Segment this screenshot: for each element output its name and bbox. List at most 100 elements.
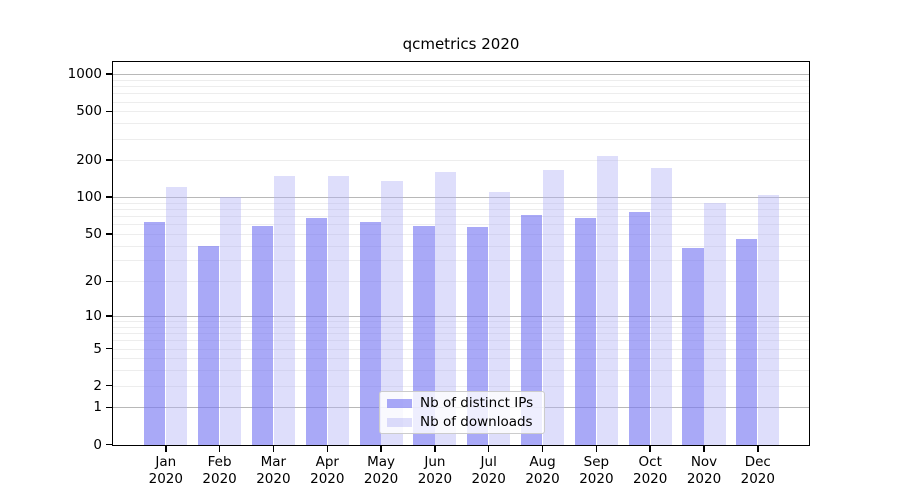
bar-feb-nb-of-downloads bbox=[219, 197, 242, 446]
x-tick-label-jan: Jan 2020 bbox=[148, 454, 183, 487]
y-minor-gridline bbox=[112, 340, 810, 342]
plot-area bbox=[112, 61, 810, 446]
y-minor-gridline bbox=[112, 224, 810, 226]
legend: Nb of distinct IPs Nb of downloads bbox=[379, 391, 545, 434]
x-tick-label-jul: Jul 2020 bbox=[471, 454, 506, 487]
bar-dec-nb-of-distinct-ips bbox=[736, 239, 758, 446]
y-tick-mark bbox=[106, 73, 112, 75]
y-minor-gridline bbox=[112, 216, 810, 217]
bar-jan-nb-of-distinct-ips bbox=[144, 222, 166, 446]
x-tick-label-nov: Nov 2020 bbox=[686, 454, 722, 487]
y-minor-gridline bbox=[112, 326, 810, 328]
y-minor-gridline bbox=[112, 93, 810, 95]
legend-swatch-distinct-ips bbox=[387, 398, 412, 408]
y-minor-gridline bbox=[112, 202, 810, 204]
y-tick-label-50: 50 bbox=[84, 225, 102, 242]
x-tick-label-feb: Feb 2020 bbox=[202, 454, 237, 487]
bar-aug-nb-of-downloads bbox=[542, 170, 565, 446]
y-minor-gridline bbox=[112, 138, 810, 140]
legend-row-distinct-ips: Nb of distinct IPs bbox=[387, 395, 544, 411]
legend-label-distinct-ips: Nb of distinct IPs bbox=[420, 395, 534, 411]
y-tick-label-1000: 1000 bbox=[67, 66, 102, 83]
y-minor-gridline bbox=[112, 86, 810, 88]
y-tick-label-500: 500 bbox=[76, 103, 102, 120]
bar-mar-nb-of-downloads bbox=[273, 175, 295, 446]
y-tick-mark bbox=[106, 159, 112, 161]
y-minor-gridline bbox=[112, 79, 810, 81]
bar-oct-nb-of-distinct-ips bbox=[628, 212, 650, 446]
bar-jan-nb-of-downloads bbox=[166, 187, 188, 446]
bar-nov-nb-of-downloads bbox=[704, 202, 726, 446]
y-tick-mark bbox=[106, 196, 112, 198]
y-minor-gridline bbox=[112, 348, 810, 350]
x-tick-mark bbox=[218, 446, 221, 452]
y-minor-gridline bbox=[112, 370, 810, 372]
x-tick-mark bbox=[487, 446, 490, 452]
y-tick-mark bbox=[106, 384, 112, 387]
y-major-gridline bbox=[112, 74, 810, 76]
y-minor-gridline bbox=[112, 260, 810, 262]
y-minor-gridline bbox=[112, 385, 810, 387]
y-minor-gridline bbox=[112, 358, 810, 360]
y-minor-gridline bbox=[112, 233, 810, 235]
y-tick-mark bbox=[106, 233, 112, 235]
y-tick-label-100: 100 bbox=[76, 189, 102, 206]
bar-aug-nb-of-distinct-ips bbox=[520, 215, 543, 446]
x-tick-mark bbox=[326, 446, 329, 452]
legend-label-downloads: Nb of downloads bbox=[420, 414, 533, 430]
y-tick-mark bbox=[106, 110, 112, 113]
y-minor-gridline bbox=[112, 333, 810, 334]
x-tick-label-may: May 2020 bbox=[363, 454, 399, 487]
y-tick-label-2: 2 bbox=[93, 377, 102, 394]
bar-feb-nb-of-distinct-ips bbox=[198, 245, 220, 446]
bar-apr-nb-of-downloads bbox=[327, 176, 349, 446]
y-tick-mark bbox=[106, 347, 112, 350]
legend-swatch-downloads bbox=[387, 417, 412, 427]
bar-sep-nb-of-distinct-ips bbox=[574, 218, 597, 446]
x-tick-label-apr: Apr 2020 bbox=[310, 454, 345, 487]
x-tick-mark bbox=[165, 446, 167, 452]
y-tick-label-200: 200 bbox=[76, 152, 102, 169]
x-tick-mark bbox=[272, 446, 275, 452]
y-tick-label-20: 20 bbox=[84, 273, 102, 290]
y-minor-gridline bbox=[112, 123, 810, 125]
x-tick-mark bbox=[434, 446, 436, 452]
x-tick-label-aug: Aug 2020 bbox=[525, 454, 560, 487]
y-tick-label-1: 1 bbox=[93, 399, 102, 416]
y-minor-gridline bbox=[112, 160, 810, 162]
bar-may-nb-of-downloads bbox=[381, 181, 403, 446]
y-tick-mark bbox=[106, 280, 112, 283]
y-minor-gridline bbox=[112, 281, 810, 283]
bar-dec-nb-of-downloads bbox=[758, 194, 780, 446]
x-tick-label-mar: Mar 2020 bbox=[256, 454, 291, 487]
bar-jul-nb-of-downloads bbox=[489, 192, 511, 446]
bar-jun-nb-of-distinct-ips bbox=[413, 225, 435, 446]
y-minor-gridline bbox=[112, 245, 810, 247]
y-minor-gridline bbox=[112, 209, 810, 210]
y-tick-mark bbox=[106, 406, 112, 409]
bar-mar-nb-of-distinct-ips bbox=[251, 225, 274, 446]
x-tick-mark bbox=[703, 446, 705, 452]
y-tick-mark bbox=[106, 443, 112, 446]
x-tick-mark bbox=[541, 446, 544, 452]
bar-jun-nb-of-downloads bbox=[435, 172, 457, 446]
y-tick-mark bbox=[106, 315, 112, 317]
y-tick-label-10: 10 bbox=[84, 308, 102, 324]
legend-row-downloads: Nb of downloads bbox=[387, 414, 544, 430]
chart-title: qcmetrics 2020 bbox=[402, 35, 520, 53]
bar-oct-nb-of-downloads bbox=[650, 168, 672, 446]
bar-may-nb-of-distinct-ips bbox=[359, 221, 381, 446]
x-tick-label-dec: Dec 2020 bbox=[740, 454, 775, 487]
x-tick-label-sep: Sep 2020 bbox=[579, 454, 614, 487]
y-major-gridline bbox=[112, 316, 810, 317]
y-tick-label-5: 5 bbox=[93, 340, 102, 357]
x-tick-mark bbox=[595, 446, 598, 452]
x-tick-mark bbox=[380, 446, 382, 452]
bar-sep-nb-of-downloads bbox=[596, 156, 618, 446]
y-tick-label-0: 0 bbox=[93, 436, 102, 453]
bar-nov-nb-of-distinct-ips bbox=[682, 248, 704, 446]
bar-apr-nb-of-distinct-ips bbox=[305, 218, 327, 446]
y-minor-gridline bbox=[112, 101, 810, 103]
x-tick-label-oct: Oct 2020 bbox=[633, 454, 668, 487]
